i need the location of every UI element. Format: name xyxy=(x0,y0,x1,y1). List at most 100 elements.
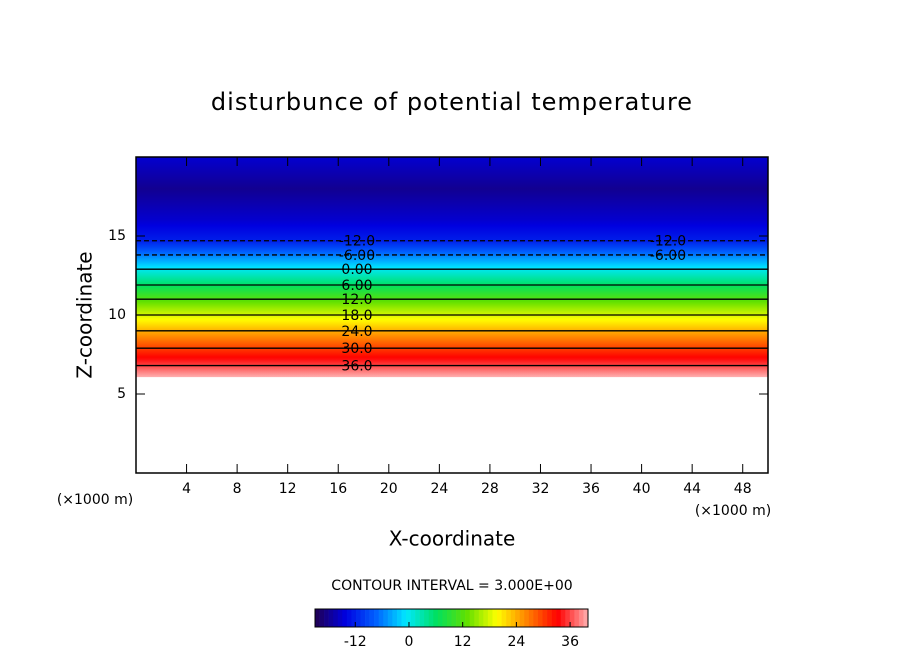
x-tick-label: 28 xyxy=(481,481,499,497)
contour-label: -12.0 xyxy=(339,234,375,250)
colorbar-cell xyxy=(537,609,543,627)
field-band xyxy=(136,348,768,367)
colorbar-cell xyxy=(337,609,343,627)
colorbar-cell xyxy=(497,609,502,627)
colorbar-cell xyxy=(424,609,430,627)
colorbar-cell xyxy=(501,609,507,627)
x-tick-label: 40 xyxy=(633,481,651,497)
colorbar-cell xyxy=(442,609,448,627)
field-band xyxy=(136,254,768,270)
x-tick-label: 12 xyxy=(279,481,297,497)
field-band xyxy=(136,330,768,349)
colorbar-cell xyxy=(315,609,320,627)
colorbar-cell xyxy=(346,609,352,627)
colorbar-cell xyxy=(383,609,389,627)
colorbar-tick-label: 36 xyxy=(561,634,579,650)
colorbar-cell xyxy=(392,609,398,627)
contour-label: 24.0 xyxy=(341,324,372,340)
colorbar-cell xyxy=(333,609,339,627)
contour-label: 36.0 xyxy=(341,359,372,375)
x-tick-label: 4 xyxy=(182,481,191,497)
colorbar-cell xyxy=(583,609,589,627)
contour-label: 18.0 xyxy=(341,308,372,324)
colorbar-cell xyxy=(547,609,552,627)
contour-label: -12.0 xyxy=(650,234,686,250)
chart-title: disturbunce of potential temperature xyxy=(211,88,693,116)
colorbar-cell xyxy=(387,609,393,627)
colorbar-cell xyxy=(451,609,457,627)
colorbar-cell xyxy=(328,609,334,627)
colorbar-cell xyxy=(419,609,425,627)
colorbar-cell xyxy=(560,609,566,627)
colorbar-cell xyxy=(396,609,402,627)
field-band xyxy=(136,299,768,316)
colorbar-cell xyxy=(574,609,580,627)
colorbar-cell xyxy=(524,609,530,627)
colorbar-cell xyxy=(374,609,379,627)
colorbar-cell xyxy=(460,609,466,627)
colorbar-cell xyxy=(369,609,375,627)
colorbar-cell xyxy=(437,609,443,627)
x-tick-label: 44 xyxy=(683,481,701,497)
colorbar-cell xyxy=(528,609,534,627)
contour-label: -6.00 xyxy=(339,248,375,264)
colorbar-cell xyxy=(401,609,407,627)
colorbar-cell xyxy=(474,609,480,627)
colorbar-cell xyxy=(510,609,516,627)
colorbar-cell xyxy=(342,609,348,627)
x-tick-label: 36 xyxy=(582,481,600,497)
x-tick-label: 20 xyxy=(380,481,398,497)
colorbar-cell xyxy=(365,609,370,627)
colorbar-cell xyxy=(492,609,498,627)
y-tick-label: 15 xyxy=(108,228,126,244)
contour-interval: CONTOUR INTERVAL = 3.000E+00 xyxy=(331,578,572,594)
y-tick-label: 5 xyxy=(117,386,126,402)
contour-label: 6.00 xyxy=(341,278,372,294)
colorbar-cell xyxy=(565,609,571,627)
field-band xyxy=(136,157,768,190)
colorbar-cell xyxy=(324,609,329,627)
colorbar-cell xyxy=(319,609,325,627)
colorbar-tick-label: -12 xyxy=(344,634,367,650)
colorbar-cell xyxy=(569,609,575,627)
colorbar-cell xyxy=(533,609,539,627)
colorbar-tick-label: 24 xyxy=(507,634,525,650)
x-tick-label: 16 xyxy=(329,481,347,497)
y-unit-label: (×1000 m) xyxy=(57,492,133,508)
field-band xyxy=(136,240,768,256)
field-band xyxy=(136,269,768,286)
colorbar-cell xyxy=(483,609,489,627)
colorbar-cell xyxy=(515,609,521,627)
colorbar-cell xyxy=(428,609,434,627)
colorbar-cell xyxy=(551,609,557,627)
colorbar-tick-label: 0 xyxy=(405,634,414,650)
contour-label: 30.0 xyxy=(341,341,372,357)
colorbar-cell xyxy=(465,609,470,627)
colorbar-cell xyxy=(446,609,452,627)
colorbar-cell xyxy=(506,609,511,627)
field-band xyxy=(136,188,768,221)
colorbar-cell xyxy=(351,609,357,627)
colorbar-tick-label: 12 xyxy=(454,634,472,650)
contour-label: 12.0 xyxy=(341,292,372,308)
colorbar-cell xyxy=(487,609,493,627)
colorbar-cell xyxy=(578,609,584,627)
colorbar-cell xyxy=(542,609,548,627)
x-axis-label: X-coordinate xyxy=(389,527,516,551)
colorbar-cell xyxy=(556,609,561,627)
colorbar-cell xyxy=(415,609,420,627)
contour-label: -6.00 xyxy=(650,248,686,264)
y-axis-label: Z-coordinate xyxy=(73,251,97,378)
x-tick-label: 48 xyxy=(734,481,752,497)
colorbar-cell xyxy=(360,609,366,627)
colorbar-cell xyxy=(469,609,475,627)
field-band xyxy=(136,220,768,242)
field-band xyxy=(136,284,768,300)
colorbar-cell xyxy=(433,609,439,627)
contour-label: 0.00 xyxy=(341,262,372,278)
colorbar-cell xyxy=(378,609,384,627)
colorbar-cell xyxy=(456,609,461,627)
x-unit-label: (×1000 m) xyxy=(695,503,771,519)
